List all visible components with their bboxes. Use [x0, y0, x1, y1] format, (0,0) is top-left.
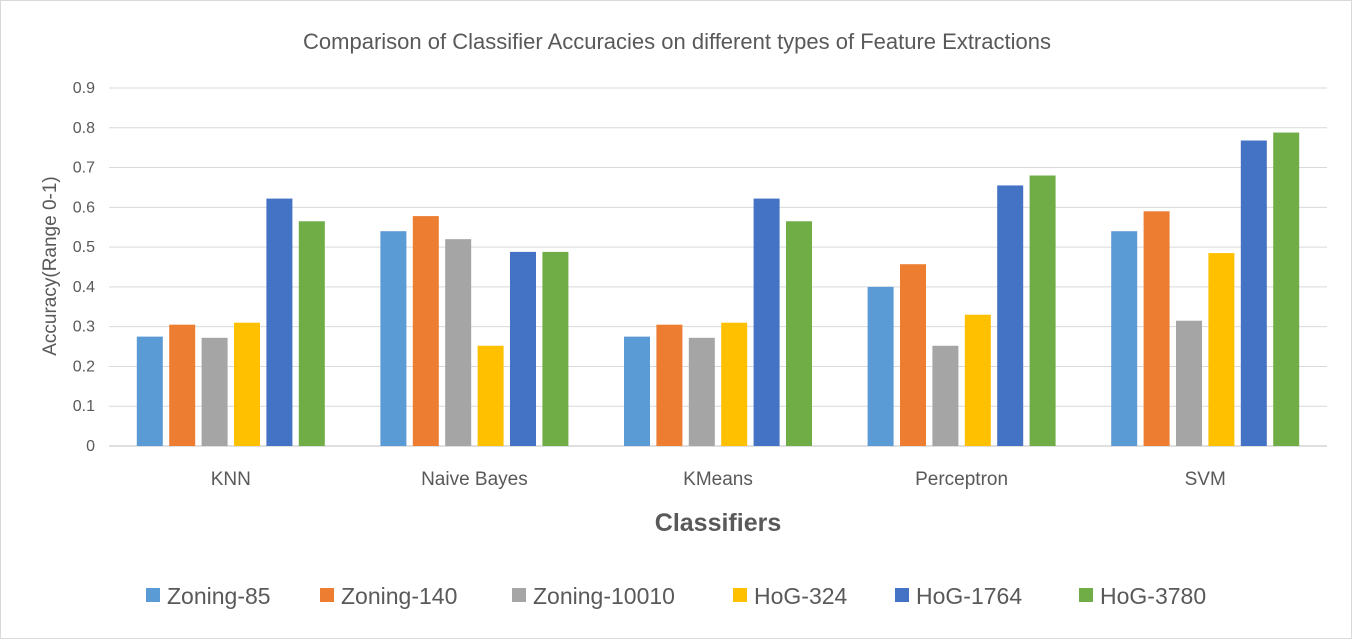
bar-hog-1764-perceptron: [997, 185, 1024, 446]
x-axis-categories: KNN Naive Bayes KMeans Perceptron SVM: [211, 469, 1226, 490]
bar-zoning-85-knn: [136, 336, 163, 446]
bar-hog-1764-naive-bayes: [510, 251, 536, 446]
bar-zoning-10010-knn: [201, 337, 228, 446]
legend-label: HoG-3780: [1100, 583, 1206, 609]
y-tick-label: 0.3: [73, 319, 95, 336]
legend-label: Zoning-85: [167, 583, 271, 609]
bar-hog-1764-kmeans: [753, 198, 780, 446]
y-tick-label: 0.1: [73, 398, 95, 415]
legend: Zoning-85 Zoning-140 Zoning-10010 HoG-324 Ho…: [146, 583, 1206, 609]
x-category-label: Naive Bayes: [421, 469, 528, 490]
bar-zoning-140-knn: [169, 324, 196, 446]
y-tick-label: 0.8: [73, 120, 95, 137]
legend-label: Zoning-140: [341, 583, 457, 609]
bar-zoning-140-svm: [1143, 211, 1170, 446]
bar-zoning-85-kmeans: [624, 336, 650, 446]
legend-swatch: [512, 588, 526, 602]
legend-swatch: [733, 588, 747, 602]
legend-swatch: [895, 588, 909, 602]
bar-zoning-10010-naive-bayes: [445, 239, 472, 446]
legend-label: Zoning-10010: [533, 583, 675, 609]
bar-hog-1764-svm: [1240, 140, 1267, 447]
y-axis-ticks: 0 0.1 0.2 0.3 0.4 0.5 0.6 0.7 0.8 0.9: [73, 80, 95, 455]
y-tick-label: 0.9: [73, 80, 95, 97]
bar-hog-3780-svm: [1273, 132, 1300, 446]
bar-hog-3780-kmeans: [786, 221, 812, 446]
y-tick-label: 0.4: [73, 279, 95, 296]
y-axis-label: Accuracy(Range 0-1): [40, 176, 61, 356]
bar-zoning-10010-kmeans: [688, 337, 715, 446]
bar-hog-3780-knn: [298, 221, 325, 446]
legend-swatch: [1079, 588, 1093, 602]
legend-label: HoG-1764: [916, 583, 1022, 609]
bar-zoning-140-perceptron: [900, 264, 926, 446]
chart-title: Comparison of Classifier Accuracies on d…: [303, 29, 1051, 54]
x-category-label: KMeans: [683, 469, 753, 490]
bars: [136, 132, 1300, 447]
x-category-label: KNN: [211, 469, 251, 490]
bar-hog-324-perceptron: [964, 314, 991, 446]
legend-swatch: [146, 588, 160, 602]
legend-label: HoG-324: [754, 583, 848, 609]
y-tick-label: 0.5: [73, 239, 95, 256]
bar-hog-3780-perceptron: [1029, 175, 1056, 446]
bar-hog-324-knn: [234, 322, 260, 446]
x-category-label: Perceptron: [915, 469, 1008, 490]
x-category-label: SVM: [1185, 469, 1226, 490]
bar-hog-324-naive-bayes: [477, 345, 504, 446]
y-tick-label: 0.6: [73, 199, 95, 216]
y-tick-label: 0.7: [73, 160, 95, 177]
bar-zoning-85-naive-bayes: [380, 231, 407, 446]
bar-zoning-85-svm: [1111, 231, 1138, 446]
bar-hog-1764-knn: [266, 198, 293, 446]
bar-zoning-10010-perceptron: [932, 345, 959, 446]
legend-swatch: [320, 588, 334, 602]
bar-zoning-85-perceptron: [867, 286, 894, 446]
bar-zoning-140-naive-bayes: [412, 216, 439, 446]
y-tick-label: 0: [86, 438, 95, 455]
bar-zoning-140-kmeans: [656, 324, 683, 446]
bar-zoning-10010-svm: [1176, 320, 1202, 446]
bar-hog-324-kmeans: [721, 322, 748, 446]
bar-hog-324-svm: [1208, 253, 1235, 446]
bar-hog-3780-naive-bayes: [542, 251, 569, 446]
y-tick-label: 0.2: [73, 358, 95, 375]
x-axis-label: Classifiers: [655, 509, 781, 537]
